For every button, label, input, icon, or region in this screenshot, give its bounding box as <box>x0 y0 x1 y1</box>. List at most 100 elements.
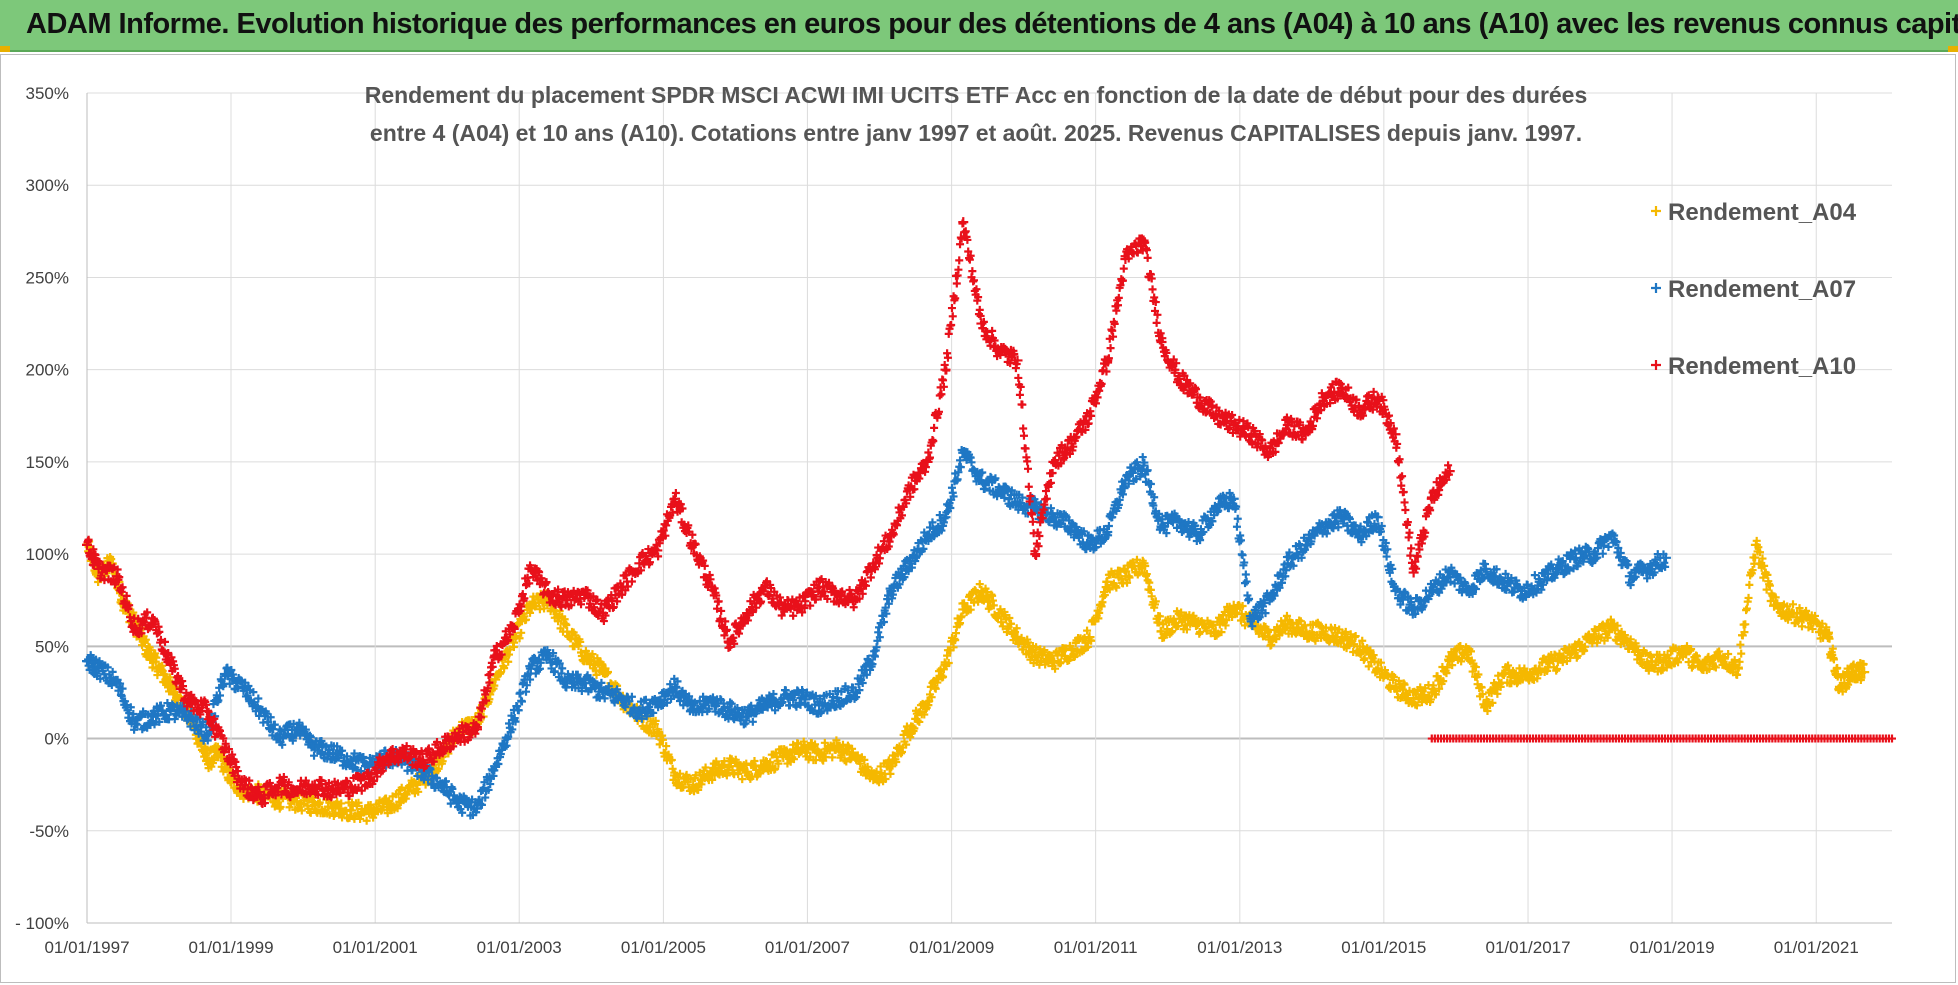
data-point <box>1737 649 1746 658</box>
data-point <box>1030 648 1039 657</box>
data-point <box>910 724 919 733</box>
data-point <box>1481 560 1489 569</box>
data-point <box>655 740 664 749</box>
data-point <box>939 672 948 681</box>
x-tick-label: 01/01/2021 <box>1774 938 1859 957</box>
data-point <box>1138 453 1147 462</box>
data-point <box>107 555 116 564</box>
data-point <box>1024 638 1032 647</box>
data-point <box>141 635 150 644</box>
x-tick-label: 01/01/2005 <box>621 938 706 957</box>
data-point <box>274 798 283 807</box>
data-point <box>915 717 924 726</box>
corner-marker-right <box>1948 46 1958 52</box>
data-point <box>486 670 495 679</box>
data-point <box>886 769 895 778</box>
data-point <box>881 775 890 784</box>
data-point <box>328 804 337 813</box>
x-axis-ticks: 01/01/1997 01/01/1999 01/01/2001 01/01/2003… <box>44 938 1858 957</box>
data-point <box>957 612 966 621</box>
data-point <box>1598 549 1607 558</box>
data-point <box>1040 646 1049 655</box>
data-point <box>667 755 676 764</box>
data-point <box>860 755 869 764</box>
data-point <box>1242 577 1251 586</box>
data-point <box>906 733 915 742</box>
data-point <box>588 650 597 659</box>
x-tick-label: 01/01/2017 <box>1485 938 1570 957</box>
data-point <box>832 736 841 745</box>
x-tick-label: 01/01/2015 <box>1341 938 1426 957</box>
data-point <box>766 758 775 767</box>
data-point <box>393 804 402 813</box>
x-tick-label: 01/01/2003 <box>477 938 562 957</box>
data-point <box>966 605 975 614</box>
data-point <box>146 646 155 655</box>
data-point <box>1051 664 1060 673</box>
data-point <box>902 740 911 749</box>
data-point <box>1056 658 1065 667</box>
data-point <box>828 753 837 762</box>
data-point <box>892 758 901 767</box>
data-point <box>1742 604 1751 613</box>
y-tick-label: 100% <box>26 545 69 564</box>
data-point <box>722 771 731 780</box>
data-point <box>297 806 306 815</box>
data-point <box>490 681 499 690</box>
data-point <box>817 748 826 757</box>
data-point <box>383 809 392 818</box>
x-tick-label: 01/01/2009 <box>909 938 994 957</box>
data-point <box>346 805 355 814</box>
y-axis-ticks: - 100%-50%0%50%100%150%200%250%300%350% <box>15 84 69 933</box>
x-tick-label: 01/01/2013 <box>1197 938 1282 957</box>
data-point <box>515 634 524 643</box>
data-point <box>811 740 820 749</box>
data-point <box>789 755 798 764</box>
data-point <box>1741 620 1750 629</box>
data-point <box>1017 633 1026 642</box>
data-point <box>152 653 161 662</box>
data-point <box>500 664 509 673</box>
y-tick-label: 350% <box>26 84 69 103</box>
chart-frame <box>0 54 1956 983</box>
data-point <box>1012 624 1021 633</box>
data-point <box>574 642 583 651</box>
data-point <box>756 769 765 778</box>
data-point <box>675 778 684 787</box>
y-tick-label: - 100% <box>15 914 69 933</box>
data-point <box>1745 580 1754 589</box>
data-point <box>522 615 531 624</box>
data-point <box>872 767 881 776</box>
data-point <box>920 710 929 719</box>
data-point <box>576 637 585 646</box>
data-point <box>1736 640 1745 649</box>
y-tick-label: 250% <box>26 268 69 287</box>
data-point <box>1147 592 1156 601</box>
data-point <box>927 693 936 702</box>
data-point <box>949 643 958 652</box>
data-point <box>708 775 717 784</box>
data-point <box>526 608 535 617</box>
y-tick-label: 0% <box>44 730 69 749</box>
data-point <box>951 636 960 645</box>
data-point <box>562 620 571 629</box>
data-marks <box>82 217 1896 825</box>
y-tick-label: 50% <box>35 637 69 656</box>
x-tick-label: 01/01/2019 <box>1629 938 1714 957</box>
data-point <box>1019 645 1028 654</box>
corner-marker-left <box>0 46 10 52</box>
data-point <box>856 759 865 768</box>
data-point <box>842 757 851 766</box>
data-point <box>997 618 1006 627</box>
data-point <box>1006 619 1015 628</box>
data-point <box>989 601 998 610</box>
data-point <box>595 666 604 675</box>
y-tick-label: -50% <box>29 822 69 841</box>
data-point <box>944 659 953 668</box>
data-point <box>738 775 747 784</box>
data-point <box>771 764 780 773</box>
data-point <box>488 662 497 671</box>
data-point <box>559 627 568 636</box>
data-point <box>651 716 660 725</box>
data-point <box>1752 536 1761 545</box>
